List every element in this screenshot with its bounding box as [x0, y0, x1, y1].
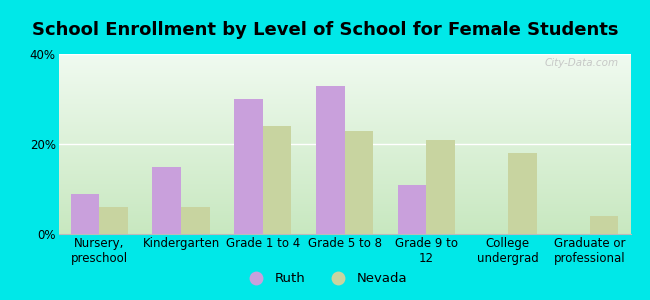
Text: City-Data.com: City-Data.com [545, 58, 619, 68]
Bar [99, 207, 128, 234]
Bar [181, 207, 210, 234]
Bar [153, 167, 181, 234]
Bar [590, 216, 618, 234]
Legend: Ruth, Nevada: Ruth, Nevada [237, 267, 413, 290]
Bar [71, 194, 99, 234]
Bar [263, 126, 291, 234]
Bar [398, 184, 426, 234]
Bar [426, 140, 455, 234]
Text: School Enrollment by Level of School for Female Students: School Enrollment by Level of School for… [32, 21, 618, 39]
Bar [508, 153, 536, 234]
Bar [344, 130, 373, 234]
Bar [316, 85, 344, 234]
Bar [234, 99, 263, 234]
